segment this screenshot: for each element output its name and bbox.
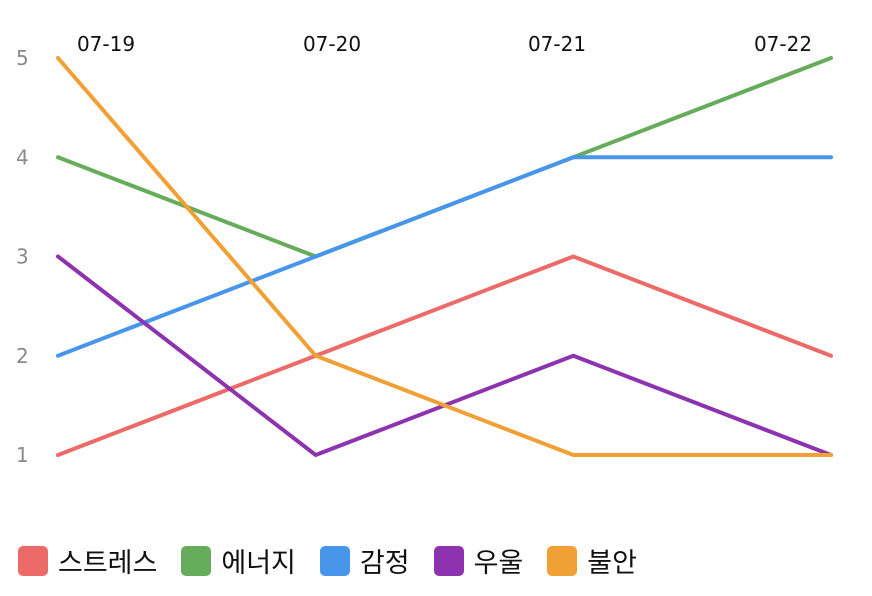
series-line: [56, 155, 833, 358]
y-tick-label: 1: [16, 443, 29, 467]
legend-swatch: [547, 545, 578, 576]
y-tick-label: 2: [16, 344, 29, 368]
y-tick-label: 3: [16, 245, 29, 269]
x-tick-label: 07-19: [77, 32, 135, 56]
legend-label: 우울: [473, 548, 524, 579]
legend-label: 스트레스: [58, 548, 158, 579]
line-chart: 1 2 3 4 5 07-19 07-20 07-21 07-22: [16, 32, 833, 467]
series-line: [56, 56, 833, 457]
legend-swatch: [319, 545, 350, 576]
legend-label: 불안: [587, 548, 637, 579]
legend-label: 에너지: [221, 548, 296, 579]
legend-swatch: [181, 545, 212, 576]
legend-swatch: [18, 545, 48, 576]
series-line: [56, 254, 833, 457]
y-tick-label: 5: [16, 46, 29, 70]
series-line: [56, 254, 833, 457]
x-tick-label: 07-20: [303, 32, 361, 56]
x-axis-ticks: 07-19 07-20 07-21 07-22: [77, 32, 812, 56]
legend-item[interactable]: 불안: [547, 541, 637, 580]
series-lines: [56, 56, 833, 457]
y-tick-label: 4: [16, 145, 29, 169]
legend-label: 감정: [359, 548, 410, 579]
y-axis-ticks: 1 2 3 4 5: [16, 46, 29, 467]
legend-item[interactable]: 에너지: [181, 541, 296, 580]
legend-item[interactable]: 스트레스: [18, 541, 157, 580]
legend-swatch: [433, 545, 464, 576]
legend-item[interactable]: 감정: [319, 541, 410, 580]
legend-item[interactable]: 우울: [433, 541, 524, 580]
chart-legend: 스트레스 에너지 감정 우울 불안: [18, 541, 637, 580]
x-tick-label: 07-22: [754, 32, 812, 56]
x-tick-label: 07-21: [528, 32, 586, 56]
